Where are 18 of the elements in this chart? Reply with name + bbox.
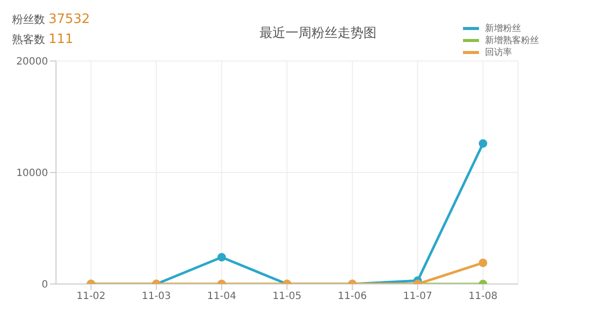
- x-tick-label: 11-03: [142, 291, 171, 302]
- point: [478, 139, 488, 148]
- legend-label: 回访率: [485, 46, 512, 58]
- x-tick-label: 11-08: [468, 291, 498, 302]
- x-tick-label: 11-06: [338, 291, 367, 302]
- y-tick-label: 20000: [16, 56, 48, 68]
- x-tick-label: 11-02: [76, 291, 106, 302]
- text: 熟客数 111: [12, 32, 74, 47]
- point: [217, 252, 226, 262]
- y-tick-label: 0: [42, 280, 48, 291]
- y-tick-label: 10000: [16, 168, 48, 180]
- text: 粉丝数 37532: [12, 12, 90, 27]
- x-tick-label: 11-05: [272, 291, 302, 302]
- chart-title: 最近一周粉丝走势图: [258, 25, 378, 42]
- legend-label: 新增粉丝: [485, 22, 521, 34]
- x-tick-label: 11-04: [207, 291, 236, 302]
- legend-label: 新增熟客粉丝: [485, 34, 539, 46]
- x-tick-label: 11-07: [403, 291, 432, 302]
